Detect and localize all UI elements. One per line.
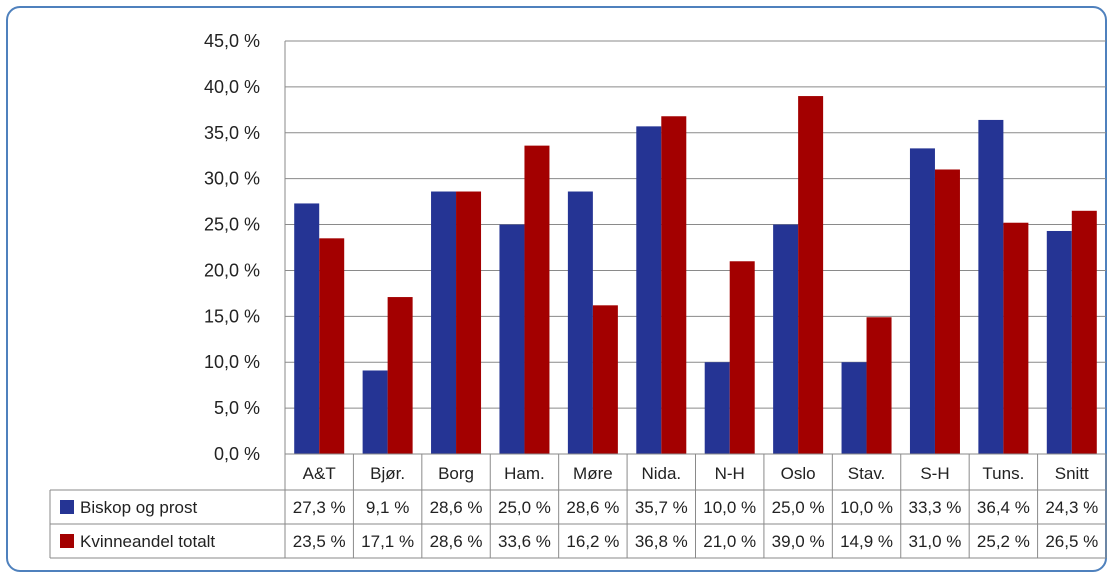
category-label: Oslo (781, 464, 816, 483)
data-label: 35,7 % (635, 498, 688, 517)
category-label: Nida. (641, 464, 681, 483)
bar-kvinneandel-totalt (661, 116, 687, 454)
category-label: A&T (303, 464, 336, 483)
bar-biskop-og-prost (499, 224, 525, 454)
legend-label: Kvinneandel totalt (80, 532, 215, 551)
bar-kvinneandel-totalt (456, 191, 482, 454)
y-axis-ticks: 0,0 % 5,0 % 10,0 % 15,0 % 20,0 % 25,0 % 30,0 %… (204, 31, 260, 464)
bar-biskop-og-prost (636, 126, 662, 454)
bar-biskop-og-prost (567, 191, 593, 454)
data-label: 28,6 % (430, 498, 483, 517)
category-label: Stav. (848, 464, 885, 483)
data-label: 28,6 % (566, 498, 619, 517)
data-label: 26,5 % (1045, 532, 1098, 551)
data-label: 36,8 % (635, 532, 688, 551)
data-label: 16,2 % (566, 532, 619, 551)
bar-biskop-og-prost (978, 119, 1004, 454)
data-label: 27,3 % (293, 498, 346, 517)
y-tick-label: 15,0 % (204, 306, 260, 326)
category-label: N-H (715, 464, 745, 483)
data-label: 14,9 % (840, 532, 893, 551)
bar-kvinneandel-totalt (387, 297, 413, 454)
category-label: Borg (438, 464, 474, 483)
legend-label: Biskop og prost (80, 498, 197, 517)
bar-biskop-og-prost (841, 362, 867, 454)
bar-kvinneandel-totalt (934, 169, 960, 454)
data-label: 10,0 % (703, 498, 756, 517)
legend-swatch (60, 500, 74, 514)
bar-biskop-og-prost (704, 362, 730, 454)
data-label: 33,3 % (908, 498, 961, 517)
data-label: 21,0 % (703, 532, 756, 551)
bar-kvinneandel-totalt (798, 96, 824, 455)
category-label: Ham. (504, 464, 545, 483)
category-label: Snitt (1055, 464, 1089, 483)
data-label: 17,1 % (361, 532, 414, 551)
bar-kvinneandel-totalt (1003, 222, 1029, 454)
category-label: Bjør. (370, 464, 405, 483)
bar-kvinneandel-totalt (866, 317, 892, 454)
bar-biskop-og-prost (294, 203, 320, 454)
data-label: 31,0 % (908, 532, 961, 551)
data-label: 9,1 % (366, 498, 409, 517)
category-label: S-H (920, 464, 949, 483)
data-label: 25,0 % (772, 498, 825, 517)
data-label: 36,4 % (977, 498, 1030, 517)
category-label: Møre (573, 464, 613, 483)
y-tick-label: 0,0 % (214, 444, 260, 464)
bar-biskop-og-prost (431, 191, 457, 454)
bar-biskop-og-prost (909, 148, 935, 454)
data-table: A&T Bjør. Borg Ham. Møre Nida. N-H Oslo Stav. S-H… (49, 453, 1107, 559)
y-tick-label: 30,0 % (204, 169, 260, 189)
data-label: 28,6 % (430, 532, 483, 551)
y-tick-label: 45,0 % (204, 31, 260, 51)
bar-biskop-og-prost (773, 224, 799, 454)
y-tick-label: 40,0 % (204, 77, 260, 97)
legend-swatch (60, 534, 74, 548)
y-tick-label: 10,0 % (204, 352, 260, 372)
bar-biskop-og-prost (1046, 230, 1072, 454)
data-label: 33,6 % (498, 532, 551, 551)
data-label: 39,0 % (772, 532, 825, 551)
data-label: 24,3 % (1045, 498, 1098, 517)
bar-kvinneandel-totalt (729, 261, 755, 454)
bar-kvinneandel-totalt (1071, 210, 1097, 454)
bars (294, 96, 1097, 455)
bar-kvinneandel-totalt (524, 145, 550, 455)
data-label: 25,2 % (977, 532, 1030, 551)
bar-kvinneandel-totalt (592, 305, 618, 454)
data-label: 23,5 % (293, 532, 346, 551)
y-tick-label: 25,0 % (204, 215, 260, 235)
data-label: 10,0 % (840, 498, 893, 517)
y-tick-label: 5,0 % (214, 398, 260, 418)
data-label: 25,0 % (498, 498, 551, 517)
y-tick-label: 20,0 % (204, 260, 260, 280)
bar-biskop-og-prost (362, 370, 388, 454)
category-label: Tuns. (982, 464, 1024, 483)
bar-kvinneandel-totalt (319, 238, 345, 454)
y-tick-label: 35,0 % (204, 123, 260, 143)
